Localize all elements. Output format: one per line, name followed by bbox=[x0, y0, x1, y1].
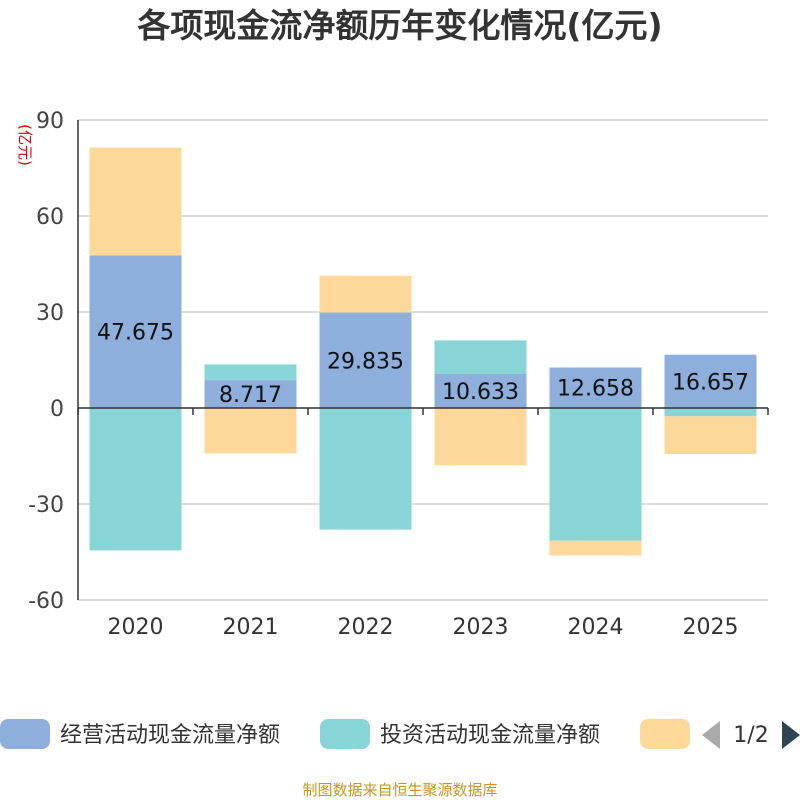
chart-title: 各项现金流净额历年变化情况(亿元) bbox=[136, 6, 662, 45]
legend-swatch-2[interactable] bbox=[320, 719, 370, 749]
source-note: 制图数据来自恒生聚源数据库 bbox=[302, 781, 497, 799]
data-labels: 47.675 8.717 29.835 10.633 12.658 16.657 bbox=[97, 321, 749, 408]
legend-next-icon[interactable] bbox=[782, 721, 800, 749]
x-tick-label: 2020 bbox=[108, 615, 164, 640]
bar-segment-1-2020 bbox=[89, 255, 182, 408]
y-tick-label: 60 bbox=[36, 205, 64, 230]
y-axis-unit: (亿元) bbox=[16, 124, 34, 166]
data-label-2023: 10.633 bbox=[442, 380, 519, 405]
bar-segment-3-2020 bbox=[89, 147, 182, 256]
bar-segment-2-2021 bbox=[204, 364, 297, 381]
bar-segment-1-2021 bbox=[204, 380, 297, 408]
bar-segment-2-2022 bbox=[319, 408, 412, 530]
x-tick-label: 2025 bbox=[683, 615, 739, 640]
data-label-2020: 47.675 bbox=[97, 321, 174, 346]
y-tick-label: -30 bbox=[28, 493, 64, 518]
y-tick-label: 30 bbox=[36, 301, 64, 326]
bar-segment-3-2023 bbox=[434, 408, 527, 466]
bar-segment-2-2025 bbox=[664, 408, 757, 417]
bar-segment-2-2023 bbox=[434, 340, 527, 374]
axes: 90 60 30 0 -30 -60 2020 2021 2022 2023 2024 2025 bbox=[28, 109, 769, 640]
bar-segment-1-2025 bbox=[664, 354, 757, 408]
x-tick-label: 2024 bbox=[568, 615, 624, 640]
bar-segment-2-2020 bbox=[89, 408, 182, 551]
legend-swatch-1[interactable] bbox=[0, 719, 50, 749]
bar-segment-1-2023 bbox=[434, 373, 527, 408]
data-label-2021: 8.717 bbox=[219, 383, 282, 408]
legend: 经营活动现金流量净额 投资活动现金流量净额 1/2 bbox=[0, 719, 800, 749]
legend-prev-icon[interactable] bbox=[702, 721, 720, 749]
y-tick-label: -60 bbox=[28, 589, 64, 614]
x-tick-label: 2023 bbox=[453, 615, 509, 640]
bars bbox=[89, 147, 757, 556]
bar-segment-1-2024 bbox=[549, 367, 642, 408]
legend-swatch-3[interactable] bbox=[640, 719, 690, 749]
bar-segment-1-2022 bbox=[319, 312, 412, 408]
x-tick-label: 2022 bbox=[338, 615, 394, 640]
bar-segment-3-2025 bbox=[664, 416, 757, 455]
y-tick-label: 0 bbox=[50, 397, 64, 422]
data-label-2024: 12.658 bbox=[557, 377, 634, 402]
legend-label-2[interactable]: 投资活动现金流量净额 bbox=[380, 723, 600, 748]
legend-label-1[interactable]: 经营活动现金流量净额 bbox=[60, 723, 280, 748]
bar-segment-3-2024 bbox=[549, 540, 642, 556]
legend-page-indicator: 1/2 bbox=[733, 723, 768, 748]
data-label-2025: 16.657 bbox=[672, 370, 749, 395]
x-tick-label: 2021 bbox=[223, 615, 279, 640]
y-tick-label: 90 bbox=[36, 109, 64, 134]
bar-segment-3-2021 bbox=[204, 408, 297, 454]
data-label-2022: 29.835 bbox=[327, 349, 404, 374]
bar-segment-3-2022 bbox=[319, 275, 412, 313]
bar-segment-2-2024 bbox=[549, 408, 642, 541]
